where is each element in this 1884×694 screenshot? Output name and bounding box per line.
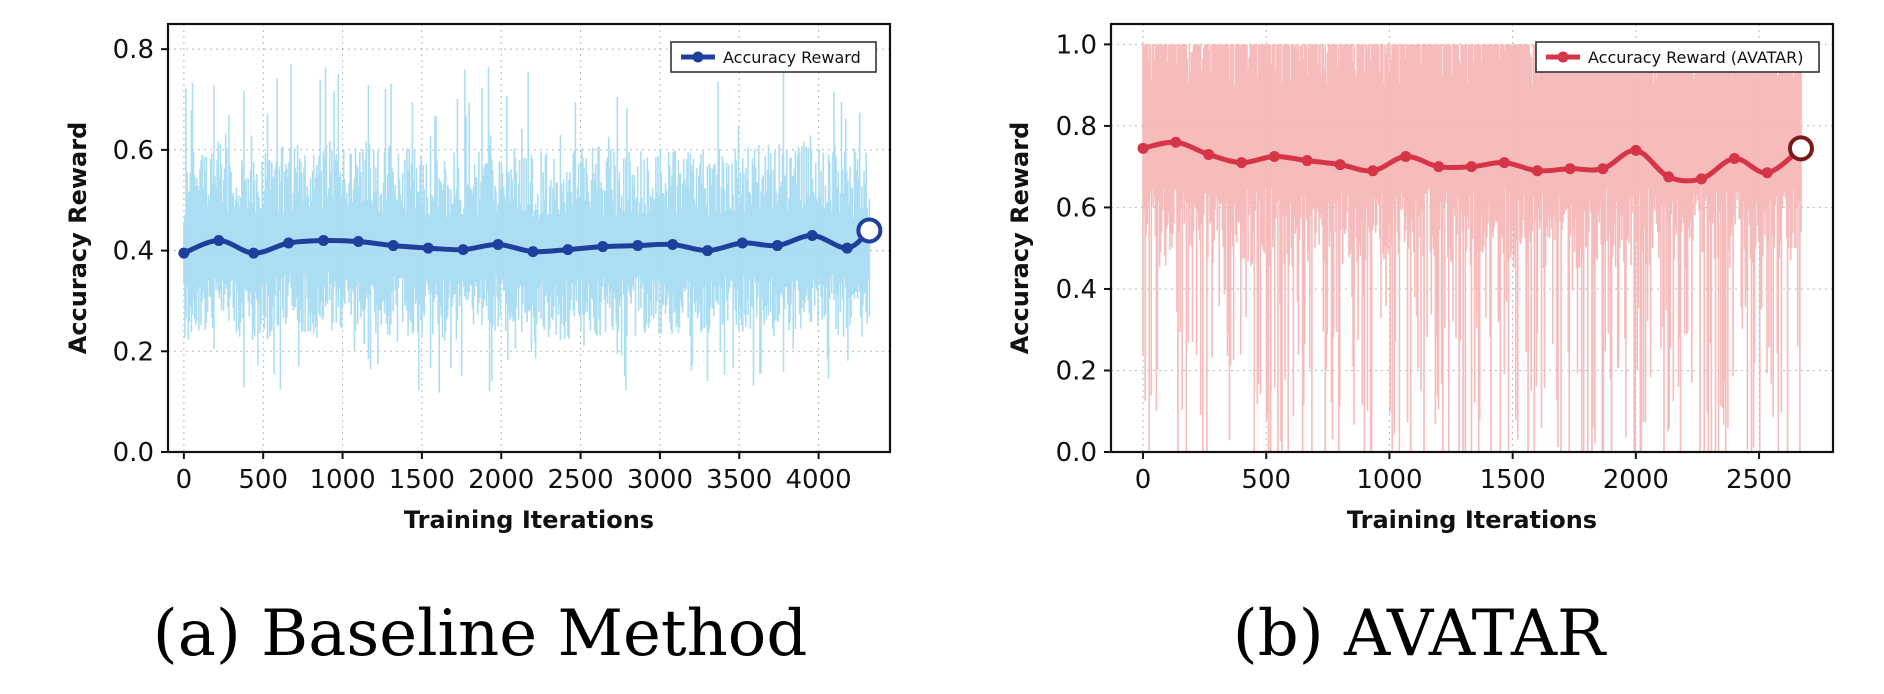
data-point-marker [1203,148,1215,160]
raw-reward-trace [183,64,871,393]
x-tick-label: 0 [1135,465,1152,495]
y-axis-label: Accuracy Reward [1006,122,1034,355]
data-point-marker [1137,142,1149,154]
x-tick-label: 500 [1241,465,1291,495]
data-point-marker [1301,155,1313,167]
legend-label: Accuracy Reward [723,48,861,67]
x-tick-label: 2500 [1726,465,1792,495]
chart-avatar-panel: 0 500 1000 1500 2000 2500 0.0 0.2 0.4 0.6 0.8 1.0 Tr… [1006,22,1835,671]
data-point-marker [771,240,783,252]
legend: Accuracy Reward [670,41,877,73]
data-point-marker [213,235,225,247]
data-point-marker [387,240,399,252]
data-point-marker [736,237,748,249]
x-tick-label: 1000 [1356,465,1422,495]
y-tick-label: 1.0 [1056,30,1097,60]
x-tick-label: 3500 [706,465,772,495]
data-point-marker [1531,165,1543,177]
panel-caption: (b) AVATAR [1233,597,1607,671]
data-point-marker [632,240,644,252]
x-tick-label: 0 [176,465,193,495]
x-tick-label: 2000 [468,465,534,495]
y-tick-label: 0.0 [113,438,154,468]
y-tick-label: 0.8 [113,35,154,65]
data-point-marker [1268,150,1280,162]
data-point-marker [1597,163,1609,175]
data-point-marker [1466,161,1478,173]
raw-reward-band [1142,44,1802,452]
legend-marker-swatch [1557,51,1569,63]
data-point-marker [702,245,714,257]
data-point-marker [1400,150,1412,162]
data-point-marker [1170,136,1182,148]
y-tick-label: 0.4 [113,237,154,267]
data-point-marker [1498,157,1510,169]
data-point-marker [527,246,539,258]
legend: Accuracy Reward (AVATAR) [1535,41,1820,73]
data-point-marker [1728,153,1740,165]
data-point-marker [562,244,574,256]
y-tick-label: 0.8 [1056,112,1097,142]
legend-marker-swatch [692,51,704,63]
x-tick-label: 4000 [786,465,852,495]
data-point-marker [1695,173,1707,185]
x-tick-label: 1500 [389,465,455,495]
plot-frame [1109,22,1835,454]
data-point-marker [178,247,190,259]
data-point-marker [597,241,609,253]
data-point-marker [248,247,260,259]
final-value-marker [856,217,883,244]
data-point-marker [841,242,853,254]
data-point-marker [1630,144,1642,156]
x-tick-label: 2500 [547,465,613,495]
final-value-marker [1787,135,1814,162]
chart-baseline-panel: 0 500 1000 1500 2000 2500 3000 3500 4000 0.0 0.2 0.… [64,22,892,671]
data-point-marker [283,237,295,249]
x-tick-label: 500 [238,465,288,495]
y-tick-label: 0.2 [1056,356,1097,386]
x-tick-label: 1500 [1480,465,1546,495]
data-point-marker [1236,157,1248,169]
legend-label: Accuracy Reward (AVATAR) [1588,48,1803,67]
x-axis-label: Training Iterations [404,506,654,534]
plot-frame [166,22,892,454]
data-point-marker [1334,159,1346,171]
data-point-marker [422,242,434,254]
data-point-marker [1367,165,1379,177]
data-point-marker [492,239,504,251]
x-tick-label: 3000 [627,465,693,495]
data-point-marker [318,235,330,247]
y-tick-label: 0.6 [113,136,154,166]
y-tick-label: 0.0 [1056,438,1097,468]
data-point-marker [1433,161,1445,173]
data-point-marker [1761,167,1773,179]
y-axis-label: Accuracy Reward [64,122,92,355]
x-tick-label: 2000 [1603,465,1669,495]
data-point-marker [667,239,679,251]
x-axis-label: Training Iterations [1347,506,1597,534]
data-point-marker [1564,163,1576,175]
raw-reward-trace [1142,44,1802,452]
legend-box [1535,41,1820,73]
x-tick-label: 1000 [309,465,375,495]
data-point-marker [457,244,469,256]
panel-caption: (a) Baseline Method [153,597,808,671]
data-point-marker [1663,171,1675,183]
data-point-marker [806,229,818,241]
data-point-marker [352,236,364,248]
raw-reward-band [183,64,871,393]
y-tick-label: 0.4 [1056,275,1097,305]
y-tick-label: 0.2 [113,337,154,367]
y-tick-label: 0.6 [1056,193,1097,223]
